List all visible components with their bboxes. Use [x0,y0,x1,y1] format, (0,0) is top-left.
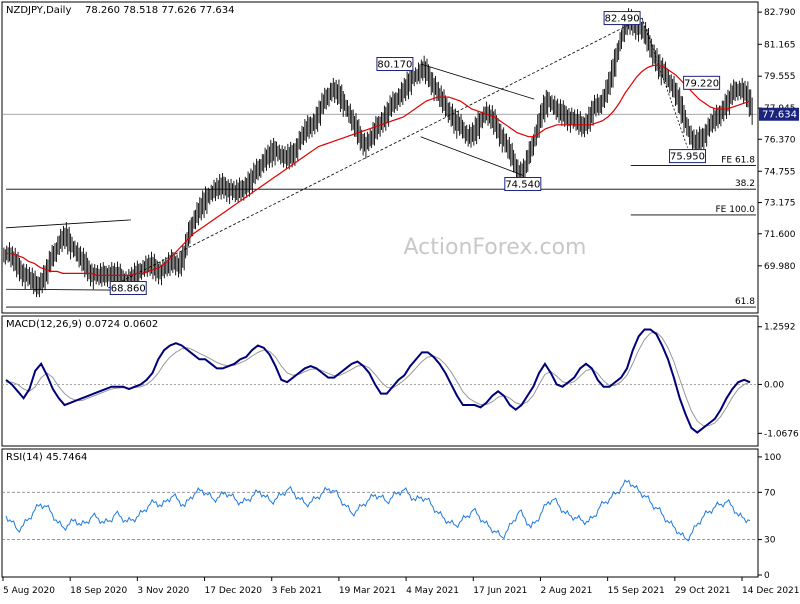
date-tick-label-10: 29 Oct 2021 [675,586,731,596]
price-tick-label-5: 74.755 [764,167,796,177]
price-levels: FE 61.8 38.2 FE 100.0 61.8 [2,113,758,308]
price-header-ohlc: 78.260 78.518 77.626 77.634 [85,5,235,16]
annotation-label-3: 75.950 [670,152,705,163]
rsi-lines [2,479,758,542]
macd-header: MACD(12,26,9) 0.0724 0.0602 [6,319,158,330]
macd-tick-label-0: 1.2592 [764,323,796,333]
date-tick-label-6: 4 May 2021 [406,586,459,596]
current-price-tag: 77.634 [762,110,797,121]
rsi-line [5,479,751,542]
price-tick-label-6: 73.175 [764,199,796,209]
price-tick-label-1: 81.165 [764,40,796,50]
price-tick-label-8: 69.980 [764,262,796,272]
annotation-box-0 [603,11,641,26]
annotation-box-3 [669,149,707,164]
annotation-label-5: 68.860 [111,284,146,295]
level-label-0: FE 61.8 [721,155,755,165]
watermark: ActionForex.com [404,235,587,260]
date-tick-label-7: 17 Jun 2021 [473,586,527,596]
date-tick-label-5: 19 Mar 2021 [339,586,396,596]
price-axis: 82.79081.16579.55577.94576.37074.75573.1… [758,8,796,272]
rsi-tick-label-0: 100 [764,453,781,463]
rsi-header: RSI(14) 45.7464 [6,452,87,463]
rsi-tick-label-2: 30 [764,536,776,546]
level-label-3: 61.8 [735,297,755,307]
annotation-label-1: 80.170 [377,60,412,71]
price-tick-label-4: 76.370 [764,135,796,145]
date-tick-label-11: 14 Dec 2021 [742,586,800,596]
price-tick-label-7: 71.600 [764,230,796,240]
macd-lines [2,328,758,434]
channel-lower [420,136,523,176]
level-label-1: 38.2 [735,179,755,189]
price-panel-frame [1,1,759,314]
annotation-label-2: 79.220 [684,78,719,89]
annotation-box-5 [109,281,147,296]
date-tick-label-2: 3 Nov 2020 [137,586,189,596]
annotation-box-2 [683,75,721,90]
current-price-tag-bg [759,107,799,121]
rsi-tick-label-1: 70 [764,488,776,498]
macd-axis: 1.2592 0.00 -1.0676 [758,323,799,439]
date-axis: 5 Aug 2020 18 Sep 2020 3 Nov 2020 17 Dec 20… [2,577,800,596]
date-tick-label-1: 18 Sep 2020 [70,586,127,596]
date-tick-label-9: 15 Sep 2021 [608,586,665,596]
annotation-box-4 [504,177,542,192]
moving-average [6,64,751,276]
date-tick-label-3: 17 Dec 2020 [205,586,263,596]
macd-tick-label-2: -1.0676 [764,429,799,439]
price-header-symbol: NZDJPY,Daily [6,5,71,16]
macd-tick-label-1: 0.00 [764,380,784,390]
annotation-label-0: 82.490 [605,14,640,25]
price-tick-label-0: 82.790 [764,8,796,18]
range-upper [5,219,131,229]
ma-line [6,64,751,276]
rsi-axis: 100 70 30 0 [758,453,781,581]
rsi-tick-label-3: 0 [764,571,770,581]
trend-line-correction [641,17,688,148]
price-tick-label-2: 79.555 [764,72,796,82]
annotation-box-1 [376,57,414,72]
date-tick-label-8: 2 Aug 2021 [540,586,592,596]
macd-main-line [5,328,751,434]
date-tick-label-4: 3 Feb 2021 [272,586,322,596]
date-tick-label-0: 5 Aug 2020 [3,586,55,596]
annotation-label-4: 74.540 [505,180,540,191]
price-annotations: 82.490 80.170 79.220 75.950 74.540 68.860 [109,11,721,296]
channel-upper [420,63,535,100]
level-label-2: FE 100.0 [716,205,756,215]
price-candles [3,8,753,298]
rsi-panel-frame [1,448,759,578]
